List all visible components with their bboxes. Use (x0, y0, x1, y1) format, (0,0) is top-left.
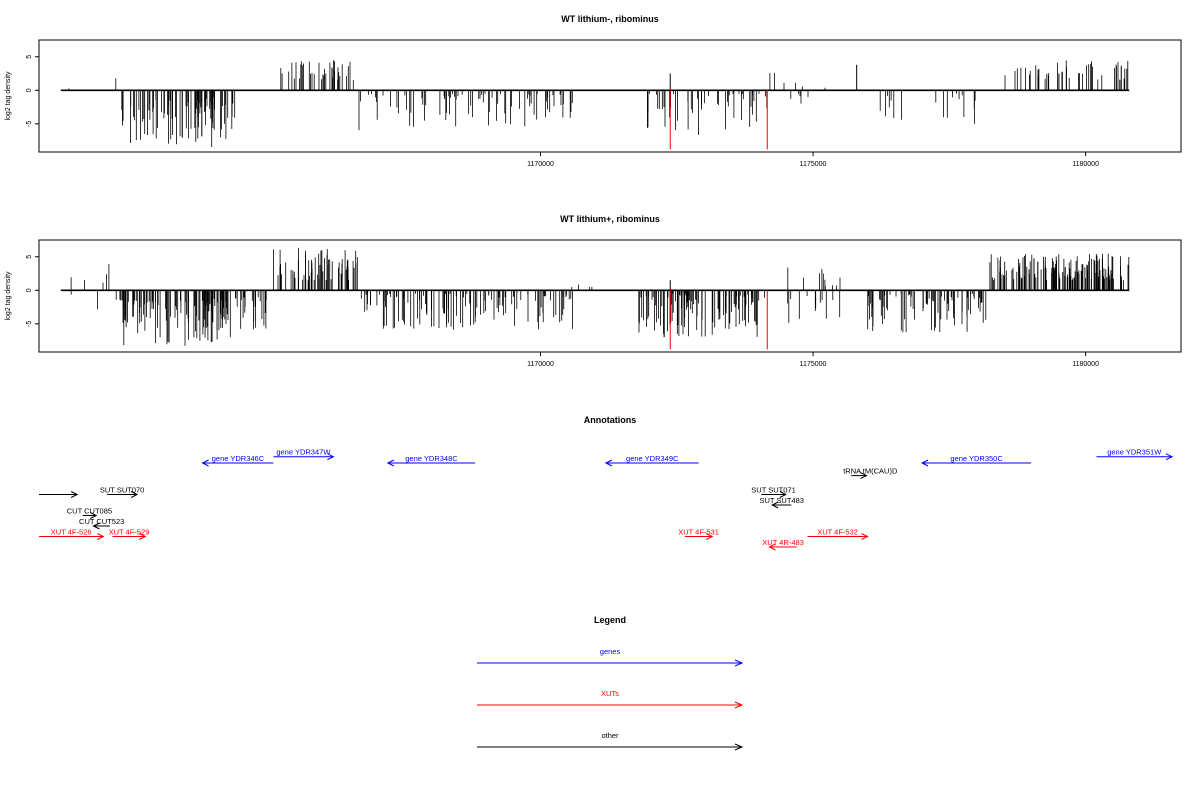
annotation-feature (39, 491, 79, 498)
annotations-title: Annotations (584, 415, 637, 425)
x-axis: 1170000 1175000 1180000 (527, 352, 1099, 368)
y-axis: -5 0 5 (26, 255, 39, 327)
annotation-feature: SUT SUT071 (751, 486, 796, 498)
plot-frame (38, 239, 1182, 353)
annotation-items: gene YDR346C gene YDR347W gene YDR348C gene… (39, 448, 1174, 551)
arrow-head-icon (1165, 453, 1174, 461)
annotation-feature: XUT 4F-529 (109, 528, 150, 540)
annotation-label: CUT CUT523 (79, 517, 124, 526)
arrow-head-icon (604, 459, 613, 467)
annotation-label: XUT 4F-532 (817, 528, 858, 537)
bar-series (60, 60, 1130, 150)
annotation-feature: CUT CUT523 (79, 517, 124, 530)
x-tick-label: 1170000 (527, 161, 554, 168)
annotation-feature: XUT 4F-526 (39, 528, 105, 540)
arrow-head-icon (734, 701, 744, 709)
bar-series (60, 247, 1130, 350)
legend-item: other (477, 731, 744, 751)
x-tick-label: 1175000 (800, 361, 827, 368)
arrow-head-icon (90, 512, 98, 519)
annotation-feature: SUT SUT483 (759, 496, 804, 509)
annotation-feature: gene YDR349C (604, 454, 699, 467)
annotation-label: SUT SUT071 (751, 486, 795, 495)
arrow-head-icon (734, 659, 744, 667)
chart-panel-lithium-minus: WT lithium-, ribominus log2 tag density … (5, 14, 1182, 168)
y-tick-label: 0 (26, 288, 33, 292)
annotation-feature: XUT 4F-532 (807, 528, 869, 540)
y-axis: -5 0 5 (26, 55, 39, 127)
annotation-label: tRNA tM(CAU)D (843, 467, 898, 476)
annotation-label: gene YDR350C (950, 454, 1003, 463)
chart-title: WT lithium+, ribominus (560, 214, 660, 224)
annotation-label: SUT SUT483 (759, 496, 803, 505)
legend-title: Legend (594, 615, 626, 625)
legend-item: XUTs (477, 689, 744, 709)
x-tick-label: 1175000 (800, 161, 827, 168)
y-tick-label: 5 (26, 55, 33, 59)
arrow-head-icon (920, 459, 929, 467)
annotation-label: gene YDR351W (1107, 448, 1162, 457)
annotation-label: gene YDR347W (276, 448, 331, 457)
annotation-label: XUT 4F-531 (678, 528, 719, 537)
annotation-label: gene YDR349C (626, 454, 679, 463)
arrow-head-icon (779, 491, 787, 498)
arrow-head-icon (386, 459, 395, 467)
plot-frame (38, 39, 1182, 153)
arrow-head-icon (861, 533, 869, 540)
y-axis-label: log2 tag density (5, 71, 12, 121)
arrow-head-icon (92, 522, 100, 530)
arrow-head-icon (771, 501, 779, 509)
annotation-feature: tRNA tM(CAU)D (843, 467, 898, 480)
chart-title: WT lithium-, ribominus (561, 14, 659, 24)
arrow-head-icon (130, 491, 139, 498)
arrow-head-icon (860, 472, 868, 480)
arrow-head-icon (70, 491, 79, 498)
annotation-feature: SUT SUT070 (100, 486, 144, 498)
legend-label: genes (600, 647, 621, 656)
annotation-feature: gene YDR351W (1096, 448, 1174, 461)
legend-items: genes XUTs other (477, 647, 744, 751)
arrow-head-icon (705, 533, 714, 540)
annotation-feature: XUT 4F-531 (678, 528, 719, 540)
legend-label: XUTs (601, 689, 619, 698)
arrow-head-icon (327, 453, 335, 461)
arrow-head-icon (201, 459, 209, 467)
annotation-feature: gene YDR347W (273, 448, 335, 461)
annotation-label: CUT CUT085 (67, 507, 112, 516)
x-tick-label: 1180000 (1072, 361, 1099, 368)
legend-label: other (601, 731, 619, 740)
annotation-feature: gene YDR348C (386, 454, 476, 467)
annotation-feature: gene YDR346C (201, 454, 274, 467)
x-tick-label: 1170000 (527, 361, 554, 368)
y-tick-label: -5 (26, 321, 33, 327)
annotation-label: XUT 4R-483 (762, 538, 804, 547)
arrow-head-icon (139, 533, 147, 540)
y-tick-label: 5 (26, 255, 33, 259)
legend-item: genes (477, 647, 744, 667)
annotation-label: gene YDR348C (405, 454, 458, 463)
x-axis: 1170000 1175000 1180000 (527, 152, 1099, 168)
annotation-label: gene YDR346C (212, 454, 265, 463)
y-axis-label: log2 tag density (5, 271, 12, 321)
arrow-head-icon (734, 743, 744, 751)
arrow-head-icon (768, 543, 776, 551)
legend: Legend genes XUTs other (477, 615, 744, 751)
x-tick-label: 1180000 (1072, 161, 1099, 168)
arrow-head-icon (97, 533, 105, 540)
y-tick-label: -5 (26, 121, 33, 127)
annotation-feature: gene YDR350C (920, 454, 1032, 467)
annotation-label: SUT SUT070 (100, 486, 144, 495)
annotation-feature: XUT 4R-483 (762, 538, 804, 551)
annotation-feature: CUT CUT085 (67, 507, 112, 519)
y-tick-label: 0 (26, 88, 33, 92)
annotation-label: XUT 4F-526 (51, 528, 92, 537)
annotation-label: XUT 4F-529 (109, 528, 150, 537)
chart-panel-lithium-plus: WT lithium+, ribominus log2 tag density … (5, 214, 1182, 368)
